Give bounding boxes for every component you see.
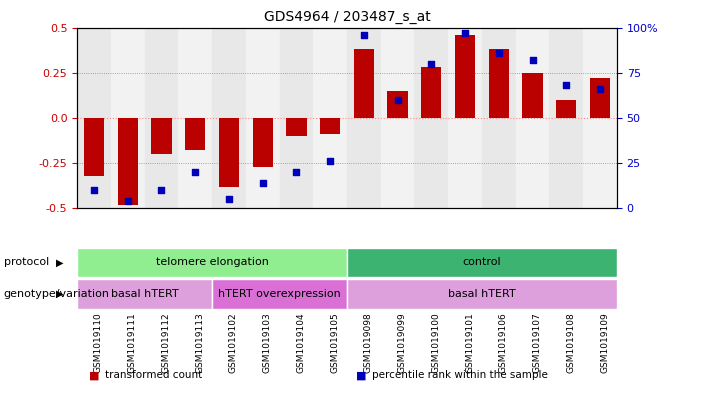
Bar bbox=[347, 248, 617, 277]
Point bbox=[189, 169, 200, 175]
Text: GSM1019106: GSM1019106 bbox=[499, 312, 508, 373]
Text: percentile rank within the sample: percentile rank within the sample bbox=[372, 370, 547, 380]
Bar bbox=[77, 279, 212, 309]
Bar bbox=[381, 28, 414, 208]
Bar bbox=[84, 118, 104, 176]
Point bbox=[122, 198, 133, 204]
Text: GSM1019108: GSM1019108 bbox=[566, 312, 576, 373]
Bar bbox=[151, 118, 172, 154]
Text: GSM1019110: GSM1019110 bbox=[94, 312, 103, 373]
Bar bbox=[421, 67, 442, 118]
Bar bbox=[556, 100, 576, 118]
Point bbox=[527, 57, 538, 63]
Point bbox=[392, 97, 403, 103]
Text: GSM1019100: GSM1019100 bbox=[431, 312, 440, 373]
Title: GDS4964 / 203487_s_at: GDS4964 / 203487_s_at bbox=[264, 10, 430, 24]
Text: basal hTERT: basal hTERT bbox=[448, 289, 516, 299]
Text: GSM1019099: GSM1019099 bbox=[397, 312, 407, 373]
Point bbox=[291, 169, 302, 175]
Bar bbox=[455, 35, 475, 118]
Point bbox=[88, 187, 100, 193]
Text: GSM1019103: GSM1019103 bbox=[263, 312, 272, 373]
Bar bbox=[77, 28, 111, 208]
Text: GSM1019098: GSM1019098 bbox=[364, 312, 373, 373]
Bar bbox=[178, 28, 212, 208]
Bar bbox=[347, 28, 381, 208]
Text: GSM1019112: GSM1019112 bbox=[161, 312, 170, 373]
Bar bbox=[448, 28, 482, 208]
Text: transformed count: transformed count bbox=[105, 370, 203, 380]
Bar bbox=[219, 118, 239, 187]
Text: telomere elongation: telomere elongation bbox=[156, 257, 268, 267]
Point bbox=[594, 86, 606, 92]
Bar bbox=[414, 28, 448, 208]
Text: GSM1019102: GSM1019102 bbox=[229, 312, 238, 373]
Bar bbox=[144, 28, 178, 208]
Text: GSM1019111: GSM1019111 bbox=[128, 312, 137, 373]
Point bbox=[325, 158, 336, 164]
Bar bbox=[489, 49, 509, 118]
Bar bbox=[280, 28, 313, 208]
Bar bbox=[583, 28, 617, 208]
Bar bbox=[246, 28, 280, 208]
Bar bbox=[118, 118, 138, 205]
Bar bbox=[313, 28, 347, 208]
Text: control: control bbox=[463, 257, 501, 267]
Text: GSM1019101: GSM1019101 bbox=[465, 312, 474, 373]
Point bbox=[358, 31, 369, 38]
Bar bbox=[550, 28, 583, 208]
Bar bbox=[77, 248, 347, 277]
Bar bbox=[185, 118, 205, 151]
Text: genotype/variation: genotype/variation bbox=[4, 289, 109, 299]
Point bbox=[494, 50, 505, 56]
Text: GSM1019109: GSM1019109 bbox=[600, 312, 609, 373]
Point bbox=[257, 180, 268, 186]
Bar bbox=[354, 49, 374, 118]
Text: GSM1019105: GSM1019105 bbox=[330, 312, 339, 373]
Text: ▶: ▶ bbox=[56, 289, 63, 299]
Text: hTERT overexpression: hTERT overexpression bbox=[218, 289, 341, 299]
Bar bbox=[522, 73, 543, 118]
Bar bbox=[286, 118, 306, 136]
Point bbox=[426, 61, 437, 67]
Bar bbox=[388, 91, 408, 118]
Text: protocol: protocol bbox=[4, 257, 49, 267]
Point bbox=[224, 196, 235, 202]
Bar bbox=[320, 118, 340, 134]
Text: GSM1019113: GSM1019113 bbox=[195, 312, 204, 373]
Bar bbox=[516, 28, 550, 208]
Bar bbox=[212, 28, 246, 208]
Text: basal hTERT: basal hTERT bbox=[111, 289, 179, 299]
Bar bbox=[590, 78, 610, 118]
Text: GSM1019107: GSM1019107 bbox=[533, 312, 542, 373]
Bar bbox=[111, 28, 144, 208]
Point bbox=[156, 187, 167, 193]
Point bbox=[459, 30, 470, 36]
Text: GSM1019104: GSM1019104 bbox=[297, 312, 306, 373]
Text: ■: ■ bbox=[90, 370, 100, 380]
Bar bbox=[482, 28, 516, 208]
Bar bbox=[212, 279, 347, 309]
Text: ▶: ▶ bbox=[56, 257, 63, 267]
Bar bbox=[252, 118, 273, 167]
Bar bbox=[347, 279, 617, 309]
Point bbox=[561, 82, 572, 88]
Text: ■: ■ bbox=[356, 370, 366, 380]
